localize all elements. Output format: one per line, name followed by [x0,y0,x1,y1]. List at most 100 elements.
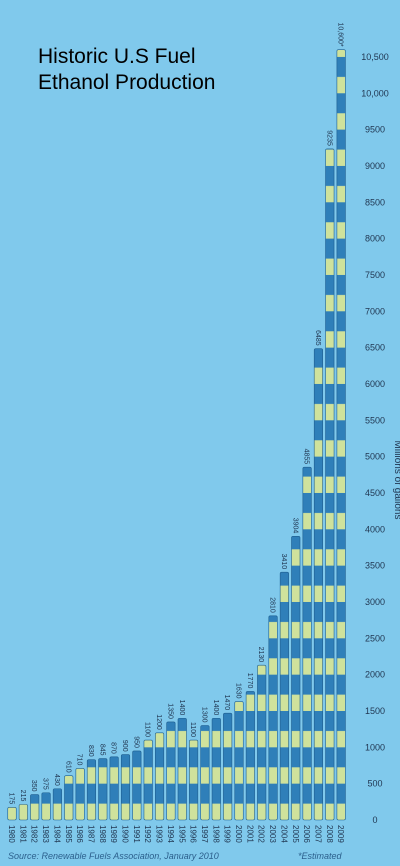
value-label: 1100 [144,722,151,737]
value-label: 215 [19,790,26,802]
y-tick-label: 8000 [365,234,385,244]
value-label: 430 [53,774,60,786]
y-tick-label: 500 [367,779,382,789]
bar [291,535,301,821]
x-tick-label: 1983 [41,825,50,843]
value-label: 2130 [257,647,264,663]
bar [200,725,210,821]
value-label: 1400 [212,700,219,716]
x-tick-label: 1988 [98,825,107,843]
y-tick-label: 1000 [365,742,385,752]
value-label: 350 [30,780,37,792]
y-tick-label: 9000 [365,161,385,171]
x-tick-label: 2000 [234,825,243,843]
x-tick-label: 2007 [313,825,322,843]
bar [86,759,96,821]
value-label: 1770 [246,673,253,689]
y-tick-label: 7500 [365,270,385,280]
footnote: *Estimated [298,851,343,861]
value-label: 1200 [155,714,162,730]
value-label: 2810 [269,597,276,613]
bar [223,712,233,821]
bar [120,754,131,821]
y-tick-label: 2000 [365,670,385,680]
x-tick-label: 2009 [336,825,345,843]
x-tick-label: 2006 [302,825,311,843]
x-tick-label: 1989 [109,825,118,843]
y-tick-label: 1500 [365,706,385,716]
value-label: 1630 [235,683,242,699]
x-tick-label: 1995 [177,825,186,843]
y-tick-label: 4500 [365,488,385,498]
y-tick-label: 4000 [365,524,385,534]
value-label: 1300 [200,707,207,723]
y-tick-label: 10,000 [361,88,389,98]
value-label: 845 [98,744,105,756]
value-label: 950 [132,736,139,748]
bar [336,49,346,821]
x-tick-label: 1981 [18,825,27,843]
bar [268,615,278,821]
x-tick-label: 1993 [155,825,164,843]
y-tick-label: 10,500 [361,52,389,62]
x-tick-label: 1985 [64,825,73,843]
bar [75,768,85,821]
bar [98,758,108,821]
bar [7,806,17,821]
y-tick-label: 8500 [365,197,385,207]
x-tick-label: 1992 [143,825,152,843]
value-label: 830 [87,745,94,757]
value-label: 710 [76,754,83,766]
value-label: 900 [121,740,128,752]
x-tick-label: 2004 [279,825,288,843]
x-tick-label: 1991 [132,825,141,843]
bar [41,792,51,821]
bar [18,804,28,821]
bar [166,721,176,821]
x-tick-label: 1994 [166,825,175,843]
x-tick-label: 1986 [75,825,84,843]
y-tick-label: 0 [372,815,377,825]
x-tick-label: 1987 [86,825,95,843]
value-label: 10,600* [337,23,344,47]
x-tick-label: 1982 [30,825,39,843]
value-label: 4855 [303,449,310,465]
value-label: 9235 [325,130,332,146]
y-tick-label: 9500 [365,125,385,135]
x-tick-label: 2005 [291,825,300,843]
value-label: 3904 [291,518,298,534]
x-tick-label: 1990 [121,825,130,843]
value-label: 375 [42,778,49,790]
bar [189,739,199,821]
y-tick-label: 3500 [365,561,385,571]
y-tick-label: 7000 [365,306,385,316]
bar [325,148,335,821]
y-tick-label: 3000 [365,597,385,607]
bar [279,571,289,821]
bar [64,775,74,821]
y-axis-label: Millions of gallons [392,441,400,520]
y-tick-label: 5000 [365,452,385,462]
y-tick-label: 5500 [365,415,385,425]
bar [302,466,312,821]
x-tick-label: 1980 [7,825,16,843]
y-tick-label: 2500 [365,633,385,643]
bar [257,664,267,821]
value-label: 1350 [166,703,173,719]
value-label: 3410 [280,554,287,570]
value-label: 1470 [223,695,230,711]
x-tick-label: 1996 [189,825,198,843]
x-tick-label: 2002 [257,825,266,843]
chart-title: Historic U.S Fuel Ethanol Production [38,45,216,94]
bar [155,732,165,821]
value-label: 1400 [178,700,185,716]
x-tick-label: 2001 [245,825,254,843]
value-label: 6485 [314,330,321,346]
x-tick-label: 2003 [268,825,277,843]
value-label: 175 [8,793,15,805]
bar [52,788,62,821]
x-tick-label: 1999 [223,825,232,843]
bar [30,794,40,821]
